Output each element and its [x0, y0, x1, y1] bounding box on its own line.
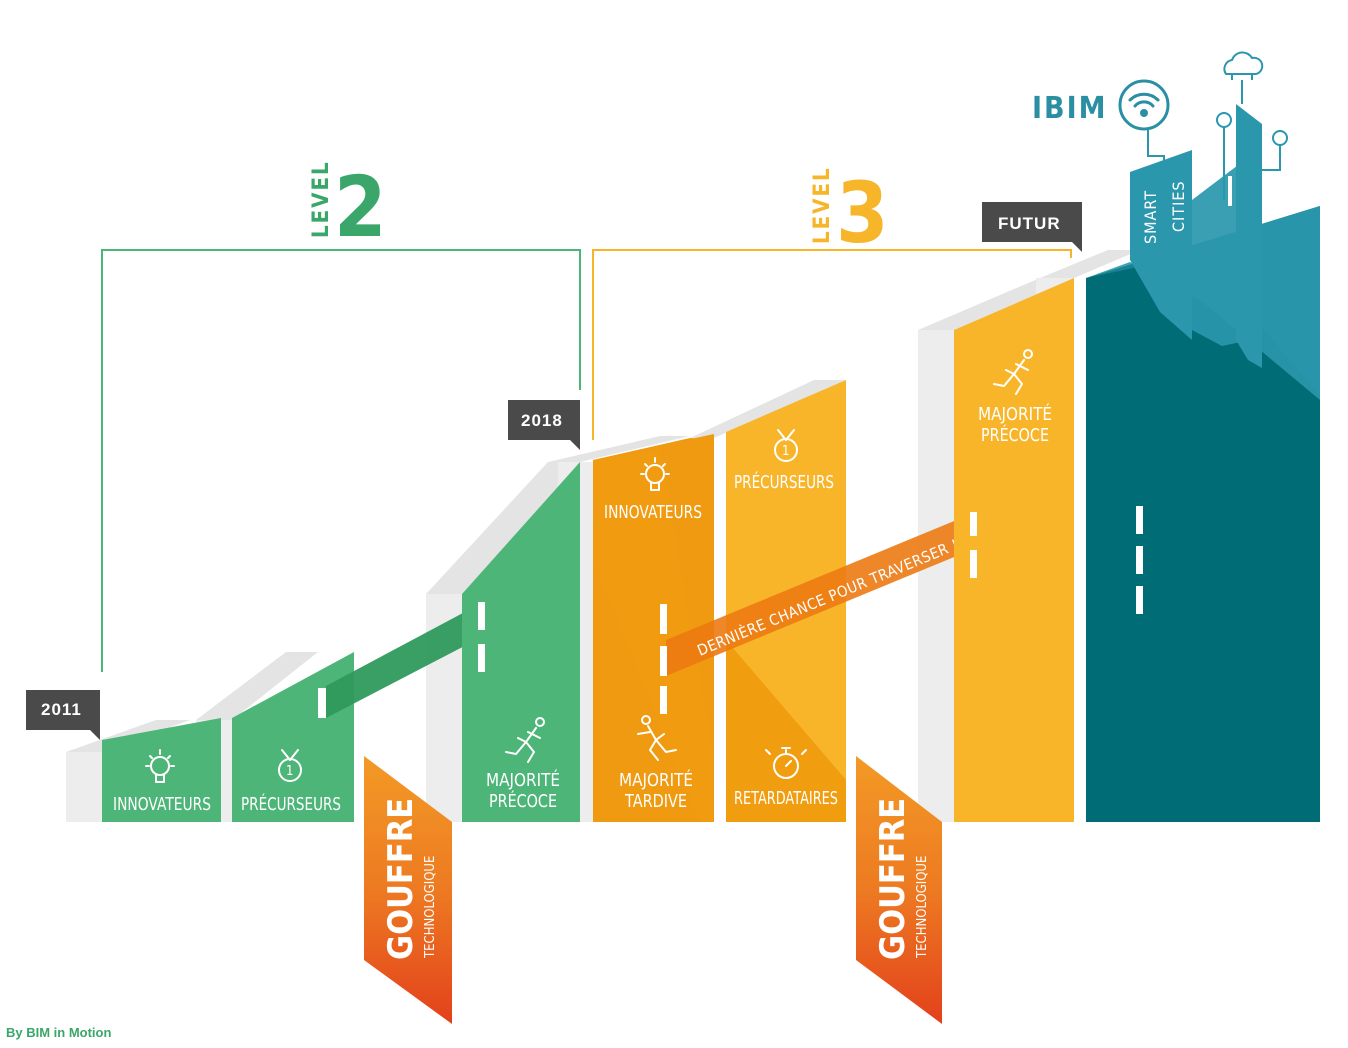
segment-majorite-precoce-2 — [954, 278, 1074, 822]
gouffre-2-word1: GOUFFRE — [873, 798, 913, 960]
svg-text:1: 1 — [286, 764, 293, 779]
medal-icon: 1 — [278, 749, 302, 782]
label-innovateurs-2: INNOVATEURS — [604, 502, 702, 523]
tag-2018-text: 2018 — [521, 411, 563, 430]
lane-markings-level3 — [660, 604, 667, 714]
runner-icon — [637, 715, 677, 761]
tag-2011: 2011 — [26, 690, 100, 740]
credit-text: By BIM in Motion — [6, 1025, 112, 1040]
level-3-heading: LEVEL 3 — [810, 164, 889, 262]
ibim-logo-text: IBIM — [1032, 91, 1108, 126]
gouffre-2: GOUFFRE TECHNOLOGIQUE — [856, 756, 942, 1024]
label-majorite-tardive-line2: TARDIVE — [624, 791, 687, 812]
runner-icon — [993, 349, 1033, 395]
label-retardataires: RETARDATAIRES — [734, 788, 838, 809]
smart-label: SMART — [1141, 190, 1160, 244]
tag-2018: 2018 — [508, 400, 580, 450]
segment-innovateurs-2 — [593, 434, 714, 822]
future-city: SMART CITIES — [1086, 51, 1320, 822]
level-2-bracket — [101, 249, 581, 672]
label-majorite-precoce-1-line2: PRÉCOCE — [489, 790, 557, 812]
lightbulb-icon — [145, 749, 175, 783]
ibim-logo: IBIM — [1032, 79, 1170, 131]
level-2-heading: LEVEL 2 — [309, 158, 387, 256]
level-2-word: LEVEL — [309, 160, 334, 238]
level-2-number: 2 — [334, 158, 387, 256]
label-majorite-precoce-1-line1: MAJORITÉ — [486, 769, 560, 791]
lightbulb-icon — [640, 457, 670, 491]
label-innovateurs-1: INNOVATEURS — [113, 794, 211, 815]
runner-icon — [505, 717, 545, 763]
svg-text:1: 1 — [782, 444, 789, 459]
stopwatch-icon — [765, 747, 807, 779]
medal-icon: 1 — [774, 429, 798, 462]
tag-futur: FUTUR — [982, 202, 1082, 252]
level-3-bracket — [592, 249, 1072, 440]
cities-label: CITIES — [1169, 180, 1188, 232]
tag-2011-text: 2011 — [41, 700, 82, 719]
wifi-icon — [1118, 79, 1170, 131]
green-bridge — [318, 606, 476, 718]
label-majorite-precoce-2-line1: MAJORITÉ — [978, 403, 1052, 425]
gouffre-1: GOUFFRE TECHNOLOGIQUE — [364, 756, 452, 1024]
tag-futur-text: FUTUR — [998, 214, 1061, 233]
gouffre-1-word1: GOUFFRE — [381, 798, 421, 960]
segment-innovateurs-1 — [102, 718, 221, 822]
gouffre-1-word2: TECHNOLOGIQUE — [423, 856, 438, 959]
level-3-number: 3 — [836, 164, 889, 262]
label-majorite-tardive-line1: MAJORITÉ — [619, 769, 693, 791]
label-precurseurs-1: PRÉCURSEURS — [241, 793, 341, 815]
level-3-word: LEVEL — [810, 166, 835, 244]
label-precurseurs-2: PRÉCURSEURS — [734, 471, 834, 493]
segment-majorite-precoce-1 — [462, 462, 580, 822]
label-majorite-precoce-2-line2: PRÉCOCE — [981, 424, 1049, 446]
gouffre-2-word2: TECHNOLOGIQUE — [915, 856, 930, 959]
